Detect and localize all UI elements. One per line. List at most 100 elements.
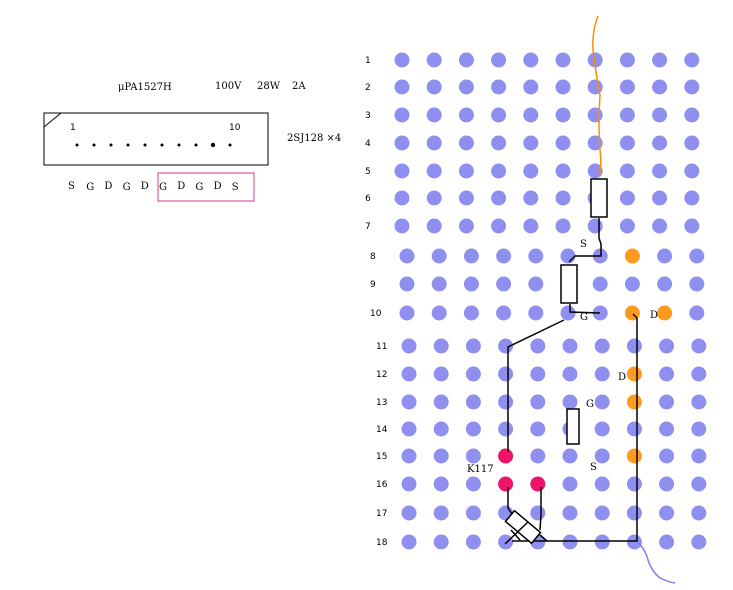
board-hole: [626, 421, 642, 437]
board-hole: [587, 218, 603, 234]
trimmer-resistor: [504, 509, 542, 545]
pin-name: D: [104, 181, 112, 192]
board-hole: [465, 338, 481, 354]
board-hole: [458, 52, 474, 68]
board-hole: [594, 338, 610, 354]
board-hole: [465, 476, 481, 492]
pin-name: D: [141, 181, 149, 192]
board-hole: [659, 476, 675, 492]
board-holes: [394, 52, 707, 550]
board-hole: [394, 218, 410, 234]
board-hole: [626, 476, 642, 492]
board-hole: [691, 505, 707, 521]
board-hole: [491, 163, 507, 179]
board-hole: [691, 366, 707, 382]
board-hole: [587, 79, 603, 95]
board-hole: [594, 366, 610, 382]
board-hole: [394, 107, 410, 123]
pin-name: G: [195, 182, 203, 193]
board-hole: [491, 107, 507, 123]
board-hole: [401, 366, 417, 382]
board-hole: [458, 218, 474, 234]
board-hole: [652, 190, 668, 206]
resistor-1: [590, 178, 608, 218]
board-hole: [401, 476, 417, 492]
board-hole: [491, 190, 507, 206]
board-hole: [659, 448, 675, 464]
row-label: 17: [376, 509, 387, 519]
highlight-box: [157, 172, 255, 202]
board-hole: [691, 476, 707, 492]
wire-drain-return: [512, 313, 638, 542]
pin-dot: [228, 143, 232, 147]
board-hole: [619, 52, 635, 68]
board-hole: [401, 421, 417, 437]
board-hole: [619, 163, 635, 179]
board-hole: [652, 79, 668, 95]
component-pin-hole: [624, 248, 640, 264]
wire-g-top: [569, 304, 601, 314]
row-label: 1: [365, 56, 371, 66]
board-hole: [433, 394, 449, 410]
pin-dot: [194, 143, 198, 147]
board-hole: [594, 476, 610, 492]
pin-dot: [210, 142, 216, 148]
row-label: 12: [376, 370, 387, 380]
row-label: 13: [376, 398, 387, 408]
board-hole: [560, 305, 576, 321]
board-hole: [401, 448, 417, 464]
board-hole: [592, 305, 608, 321]
board-hole: [463, 305, 479, 321]
row-label: 6: [365, 194, 371, 204]
board-hole: [684, 107, 700, 123]
board-hole: [657, 248, 673, 264]
component-pin-hole: [498, 448, 514, 464]
pin-name: D: [214, 181, 222, 192]
row-label: 2: [365, 83, 371, 93]
board-hole: [555, 79, 571, 95]
board-hole: [659, 534, 675, 550]
board-hole: [463, 248, 479, 264]
board-hole: [530, 366, 546, 382]
pin1-marker: [43, 112, 62, 128]
component-pin-hole: [657, 305, 673, 321]
pin-name: G: [159, 182, 167, 193]
board-hole: [401, 394, 417, 410]
board-hole: [496, 248, 512, 264]
board-hole: [659, 505, 675, 521]
pin-last-label: 10: [229, 123, 241, 133]
row-label: 14: [376, 425, 388, 435]
board-hole: [401, 534, 417, 550]
part-power: 28W: [257, 81, 281, 92]
board-hole: [498, 394, 514, 410]
pin-dot: [92, 143, 96, 147]
board-hole: [684, 163, 700, 179]
board-hole: [523, 79, 539, 95]
board-hole: [528, 276, 544, 292]
row-label: 3: [365, 111, 371, 121]
board-hole: [399, 248, 415, 264]
board-hole: [659, 366, 675, 382]
board-hole: [465, 421, 481, 437]
board-hole: [562, 448, 578, 464]
board-hole: [498, 338, 514, 354]
board-hole: [659, 421, 675, 437]
board-hole: [523, 107, 539, 123]
board-hole: [523, 163, 539, 179]
board-hole: [594, 505, 610, 521]
row-label: 5: [365, 167, 371, 177]
pin-first-label: 1: [70, 123, 76, 133]
board-hole: [684, 52, 700, 68]
board-hole: [530, 394, 546, 410]
row-label: 9: [370, 280, 376, 290]
pin-name: G: [123, 182, 131, 193]
pin-dots: [75, 142, 232, 148]
board-hole: [433, 534, 449, 550]
board-hole: [619, 135, 635, 151]
pin-dot: [126, 143, 130, 147]
board-hole: [530, 505, 546, 521]
board-hole: [465, 394, 481, 410]
board-hole: [491, 135, 507, 151]
board-hole: [626, 534, 642, 550]
